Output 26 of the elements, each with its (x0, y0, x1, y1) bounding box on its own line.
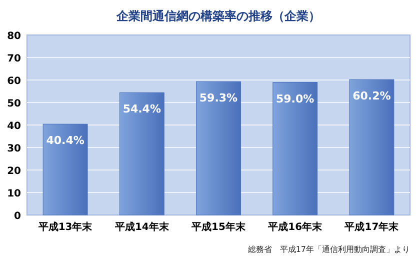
y-tick-label: 30 (7, 144, 22, 154)
bar (349, 79, 394, 216)
x-tick-label: 平成14年末 (114, 221, 170, 233)
x-tick-label: 平成17年末 (344, 221, 400, 233)
x-tick-label: 平成16年末 (267, 221, 324, 233)
x-tick-label: 平成15年末 (190, 221, 246, 233)
bar (119, 92, 164, 216)
y-tick-label: 0 (14, 211, 22, 222)
bar (42, 124, 88, 216)
text: 総務省 平成17年「通信利用動向調査」より (246, 245, 410, 254)
data-label: 54.4% (122, 102, 161, 116)
y-tick-label: 80 (7, 31, 22, 42)
x-tick-label: 平成13年末 (37, 221, 94, 233)
data-label: 59.3% (199, 92, 238, 105)
bar (196, 81, 241, 216)
y-tick-label: 70 (7, 54, 22, 64)
chart-title: 企業間通信網の構築率の推移（企業） (116, 9, 320, 23)
bar (272, 82, 318, 216)
y-tick-label: 20 (7, 166, 22, 177)
data-label: 59.0% (276, 92, 314, 106)
y-tick-label: 10 (7, 188, 22, 200)
y-tick-label: 60 (7, 76, 22, 87)
y-tick-label: 50 (7, 98, 22, 110)
y-tick-label: 40 (7, 121, 22, 132)
data-label: 60.2% (352, 90, 391, 103)
data-label: 40.4% (46, 134, 84, 148)
